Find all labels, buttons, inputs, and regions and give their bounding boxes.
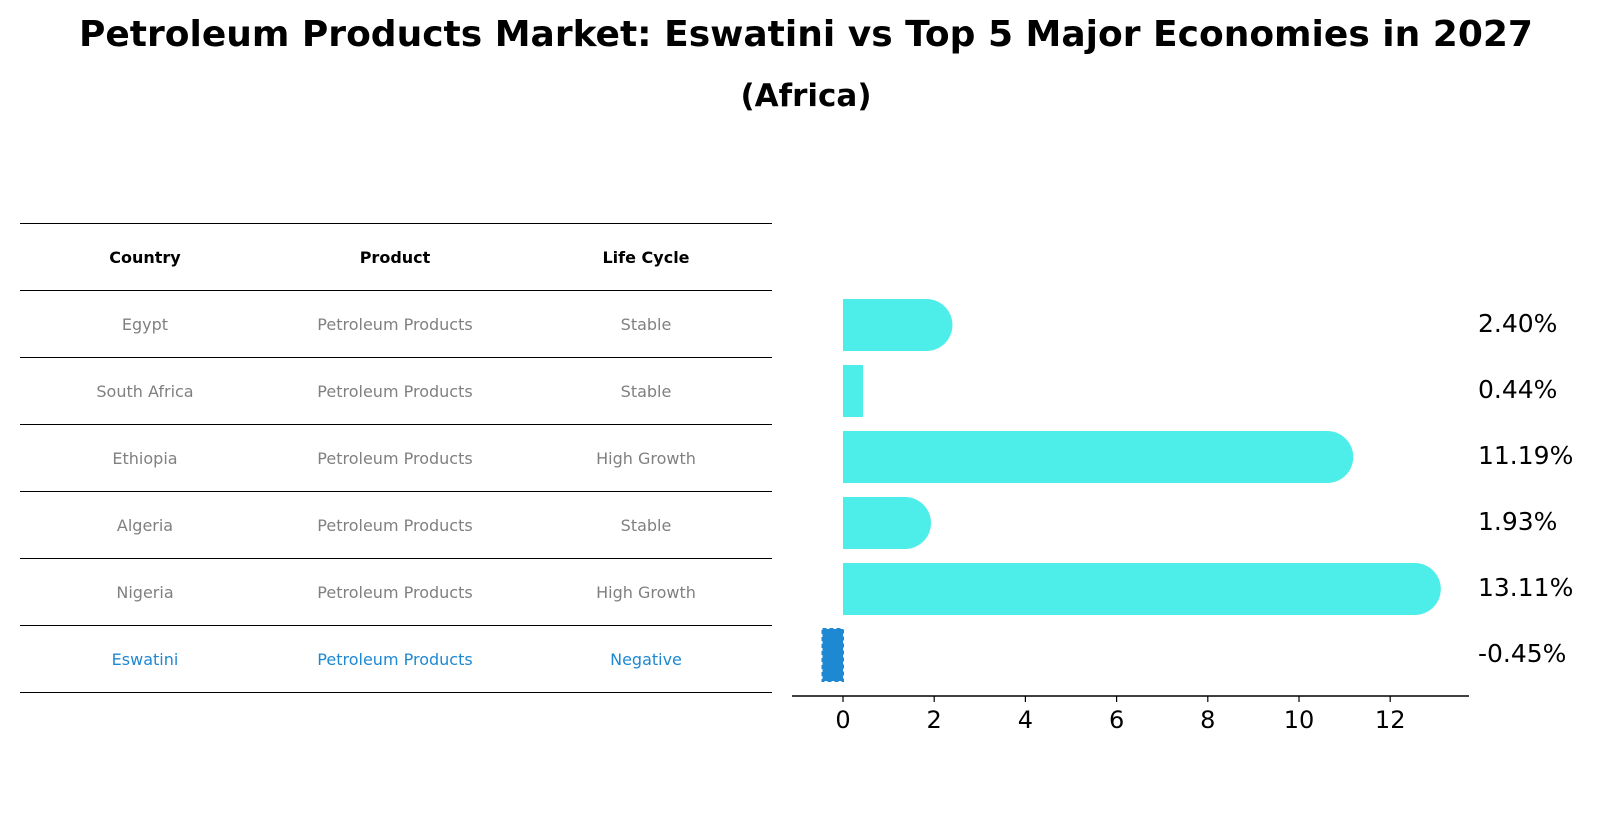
data-label: -0.45%	[1478, 639, 1566, 668]
cell-life-cycle: High Growth	[596, 448, 696, 468]
bar-eswatini	[821, 628, 844, 682]
cell-product: Petroleum Products	[317, 649, 473, 669]
cell-country: Algeria	[116, 515, 174, 535]
data-label: 13.11%	[1478, 573, 1573, 602]
cell-product: Petroleum Products	[317, 515, 473, 535]
data-label: 11.19%	[1478, 441, 1573, 470]
table-row: Ethiopia Petroleum Products High Growth	[20, 424, 772, 491]
cell-life-cycle: Negative	[610, 649, 682, 669]
data-label: 1.93%	[1478, 507, 1557, 536]
table-header-row: Country Product Life Cycle	[20, 223, 772, 290]
x-tick-label: 12	[1375, 706, 1406, 734]
data-label: 0.44%	[1478, 375, 1557, 404]
chart-subtitle: (Africa)	[740, 78, 872, 114]
header-country: Country	[109, 247, 181, 267]
header-product: Product	[359, 247, 431, 267]
cell-country: Ethiopia	[112, 448, 178, 468]
cell-product: Petroleum Products	[317, 582, 473, 602]
cell-life-cycle: Stable	[620, 314, 672, 334]
x-tick-label: 6	[1109, 706, 1124, 734]
bar-nigeria	[843, 563, 1441, 615]
cell-life-cycle: Stable	[620, 515, 672, 535]
cell-country: South Africa	[96, 381, 194, 401]
cell-country: Eswatini	[111, 649, 179, 669]
x-tick-label: 8	[1200, 706, 1215, 734]
data-label: 2.40%	[1478, 309, 1557, 338]
table-row: Egypt Petroleum Products Stable	[20, 290, 772, 357]
cell-product: Petroleum Products	[317, 381, 473, 401]
cell-product: Petroleum Products	[317, 314, 473, 334]
x-tick-label: 0	[835, 706, 850, 734]
cell-country: Nigeria	[116, 582, 174, 602]
comparison-table: Country Product Life Cycle Egypt Petrole…	[20, 223, 772, 693]
table-row: Nigeria Petroleum Products High Growth	[20, 558, 772, 625]
header-life-cycle: Life Cycle	[602, 247, 690, 267]
chart-title: Petroleum Products Market: Eswatini vs T…	[79, 14, 1533, 55]
cell-country: Egypt	[121, 314, 169, 334]
x-tick-label: 4	[1018, 706, 1033, 734]
bar-south-africa	[843, 365, 864, 417]
bar-egypt	[843, 299, 953, 351]
x-tick-label: 2	[927, 706, 942, 734]
bar-algeria	[843, 497, 932, 549]
cell-life-cycle: High Growth	[596, 582, 696, 602]
cell-life-cycle: Stable	[620, 381, 672, 401]
x-tick-label: 10	[1284, 706, 1315, 734]
table-row-highlighted: Eswatini Petroleum Products Negative	[20, 625, 772, 693]
bar-ethiopia	[843, 431, 1354, 483]
table-row: Algeria Petroleum Products Stable	[20, 491, 772, 558]
table-row: South Africa Petroleum Products Stable	[20, 357, 772, 424]
cell-product: Petroleum Products	[317, 448, 473, 468]
